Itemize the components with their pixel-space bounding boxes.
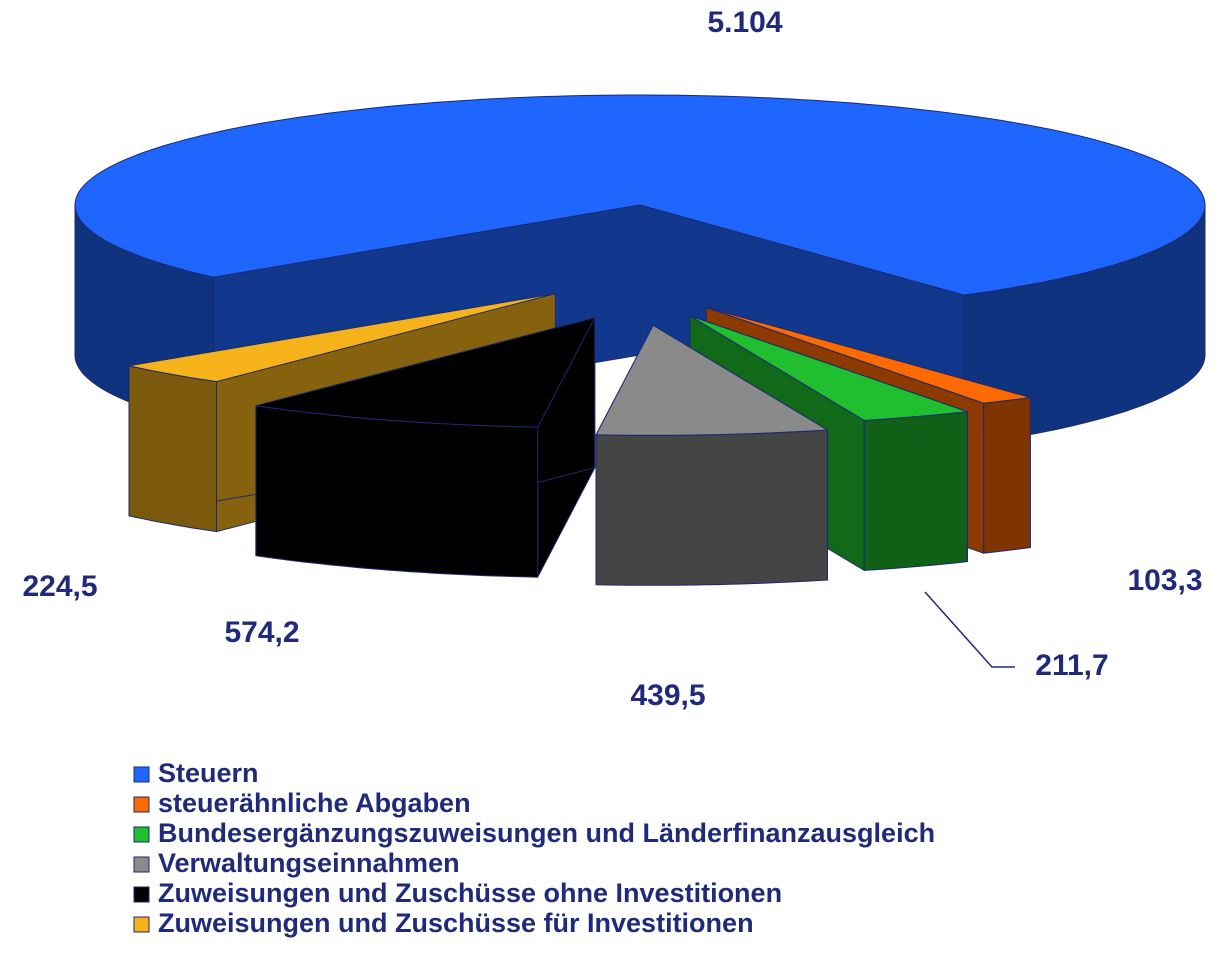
legend-label: Steuern [158,758,259,788]
pie-slice [595,324,830,586]
slice-wall [983,396,1031,554]
slice-wall [128,365,217,533]
value-label: 5.104 [707,6,782,39]
legend-label: Zuweisungen und Zuschüsse ohne Investiti… [158,878,782,908]
slice-wall [595,429,828,586]
legend-label: steuerähnliche Abgaben [158,788,471,818]
legend-swatch [133,826,150,843]
pie-slice [255,316,596,578]
value-label: 439,5 [630,679,705,712]
legend-swatch [133,796,150,813]
slice-top [128,293,556,383]
value-label: 224,5 [22,570,97,603]
slice-wall [255,405,539,578]
slice-wall [863,411,968,571]
legend-label: Bundesergänzungszuweisungen und Länderfi… [158,818,935,848]
leader-line [924,591,1015,668]
legend-swatch [133,916,150,933]
slice-top [595,324,830,436]
legend-swatch [133,886,150,903]
slice-top [74,94,1206,296]
value-label: 211,7 [1035,649,1108,682]
slice-top [689,315,968,421]
legend-label: Zuweisungen und Zuschüsse für Investitio… [158,908,754,938]
pie [74,94,1206,586]
labels: 5.104 103,3 211,7 439,5 574,2 224,5 [22,6,1202,712]
legend-swatch [133,856,150,873]
value-label: 574,2 [224,616,299,649]
legend-label: Verwaltungseinnahmen [158,848,460,878]
value-label: 103,3 [1127,564,1202,597]
slice-top [255,316,596,428]
slice-top [706,306,1031,404]
legend-swatch [133,766,150,783]
